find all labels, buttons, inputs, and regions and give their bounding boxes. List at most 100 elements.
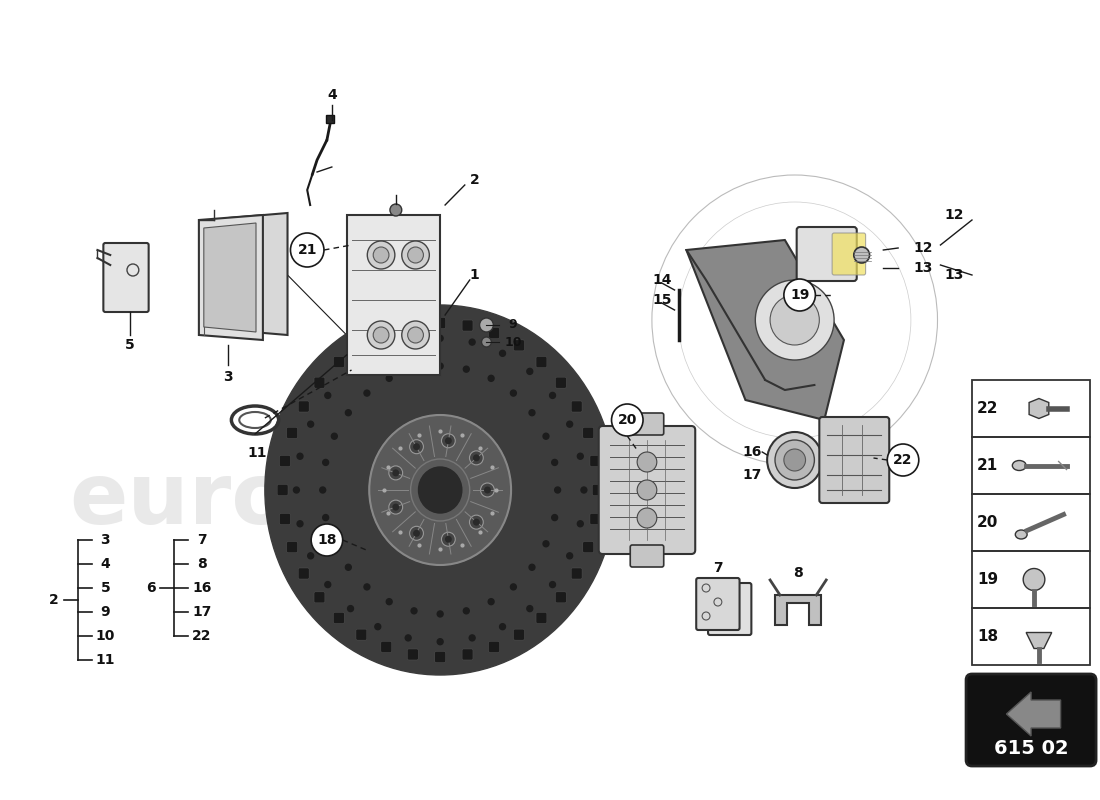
Circle shape [375, 350, 381, 356]
Circle shape [543, 434, 549, 439]
Text: 7: 7 [197, 533, 207, 547]
Ellipse shape [1015, 530, 1027, 539]
Ellipse shape [265, 305, 616, 675]
Circle shape [388, 500, 403, 514]
Polygon shape [776, 595, 822, 625]
Ellipse shape [418, 467, 462, 513]
Circle shape [510, 390, 516, 396]
Text: 21: 21 [297, 243, 317, 257]
Text: eurospares: eurospares [69, 458, 614, 542]
Circle shape [480, 318, 493, 332]
Circle shape [331, 434, 338, 439]
Circle shape [854, 247, 869, 263]
Text: 4: 4 [327, 88, 337, 102]
FancyBboxPatch shape [832, 233, 866, 275]
FancyBboxPatch shape [536, 357, 547, 367]
Circle shape [408, 247, 424, 263]
Circle shape [322, 514, 329, 521]
Text: 22: 22 [192, 629, 211, 643]
FancyBboxPatch shape [333, 613, 344, 623]
Circle shape [320, 487, 326, 493]
Circle shape [488, 375, 494, 382]
FancyBboxPatch shape [571, 401, 582, 412]
Circle shape [482, 337, 492, 347]
Circle shape [290, 233, 324, 267]
Bar [972, 380, 1090, 437]
Bar [972, 494, 1090, 551]
Circle shape [373, 327, 389, 343]
Circle shape [437, 335, 443, 342]
Polygon shape [1006, 692, 1060, 736]
FancyBboxPatch shape [462, 320, 473, 331]
Text: 5: 5 [125, 338, 135, 352]
FancyBboxPatch shape [514, 340, 525, 351]
FancyBboxPatch shape [583, 427, 594, 438]
Text: 9: 9 [508, 318, 517, 331]
Text: 6: 6 [146, 581, 155, 595]
Polygon shape [204, 223, 256, 332]
Polygon shape [346, 215, 440, 375]
Text: 16: 16 [192, 581, 211, 595]
Circle shape [473, 454, 480, 462]
Circle shape [324, 393, 331, 398]
Circle shape [1023, 569, 1045, 590]
Circle shape [367, 321, 395, 349]
FancyBboxPatch shape [462, 649, 473, 660]
FancyBboxPatch shape [287, 542, 297, 553]
FancyBboxPatch shape [314, 377, 324, 388]
FancyBboxPatch shape [488, 642, 499, 653]
Circle shape [581, 487, 587, 493]
Circle shape [375, 624, 381, 630]
Text: 18: 18 [317, 533, 337, 547]
FancyBboxPatch shape [796, 227, 857, 281]
Circle shape [552, 459, 558, 466]
Circle shape [348, 606, 353, 612]
FancyBboxPatch shape [630, 413, 663, 435]
Text: 12: 12 [913, 241, 933, 255]
Circle shape [386, 598, 393, 605]
FancyBboxPatch shape [298, 568, 309, 579]
Circle shape [437, 363, 443, 369]
Text: 22: 22 [893, 453, 913, 467]
Bar [972, 437, 1090, 494]
Circle shape [612, 404, 643, 436]
FancyBboxPatch shape [590, 514, 601, 525]
Circle shape [527, 606, 532, 612]
Text: 11: 11 [248, 446, 266, 460]
Circle shape [470, 515, 483, 529]
Text: 9: 9 [100, 605, 110, 619]
FancyBboxPatch shape [556, 592, 566, 603]
FancyBboxPatch shape [536, 613, 547, 623]
Circle shape [444, 438, 452, 444]
Text: 13: 13 [945, 268, 964, 282]
Circle shape [463, 608, 470, 614]
Bar [972, 608, 1090, 665]
Circle shape [388, 466, 403, 480]
Circle shape [311, 524, 343, 556]
Circle shape [393, 504, 399, 510]
FancyBboxPatch shape [434, 318, 446, 329]
Text: 17: 17 [742, 468, 762, 482]
Circle shape [770, 295, 820, 345]
Polygon shape [229, 213, 287, 335]
FancyBboxPatch shape [381, 642, 392, 653]
FancyBboxPatch shape [514, 629, 525, 640]
Circle shape [473, 518, 480, 526]
Text: 20: 20 [617, 413, 637, 427]
Circle shape [308, 553, 314, 559]
Circle shape [484, 486, 491, 494]
FancyBboxPatch shape [966, 674, 1096, 766]
Circle shape [402, 321, 429, 349]
Circle shape [411, 608, 417, 614]
FancyBboxPatch shape [708, 583, 751, 635]
Circle shape [543, 541, 549, 546]
Ellipse shape [1012, 461, 1026, 470]
Polygon shape [1026, 633, 1052, 649]
Circle shape [510, 584, 516, 590]
Text: 3: 3 [223, 370, 233, 384]
Circle shape [405, 339, 411, 345]
Polygon shape [199, 215, 263, 340]
FancyBboxPatch shape [279, 514, 290, 525]
Circle shape [550, 393, 556, 398]
Circle shape [402, 241, 429, 269]
